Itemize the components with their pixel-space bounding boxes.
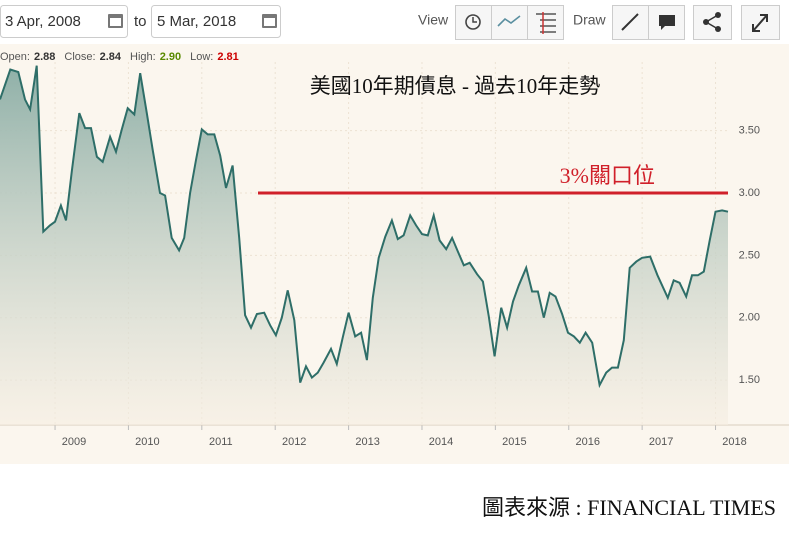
line — [0, 65, 729, 389]
source-note: 圖表來源 : FINANCIAL TIMES — [482, 495, 776, 520]
share-button[interactable] — [693, 5, 732, 40]
view-label: View — [418, 12, 449, 28]
list-icon — [536, 13, 556, 33]
calendar-icon[interactable] — [108, 14, 123, 28]
expand-icon — [752, 14, 768, 32]
to-label: to — [134, 13, 147, 30]
open-label: Open: — [0, 51, 30, 63]
line-icon — [497, 15, 521, 27]
comment-icon — [659, 15, 675, 30]
low-label: Low: — [190, 51, 213, 63]
y-tick-label: 2.00 — [739, 312, 760, 324]
x-tick-label: 2011 — [209, 436, 233, 448]
start-date: 3 Apr, 2008 — [5, 13, 81, 30]
area — [0, 65, 728, 425]
y-tick-label: 3.00 — [739, 187, 760, 199]
close-label: Close: — [64, 51, 95, 63]
x-tick-label: 2014 — [429, 436, 453, 448]
x-tick-label: 2017 — [649, 436, 673, 448]
y-tick-label: 3.50 — [739, 125, 760, 137]
x-tick-label: 2009 — [62, 436, 86, 448]
clock-icon — [465, 14, 481, 30]
quote-line: Open: 2.88 Close: 2.84 High: 2.90 Low: 2.81 — [0, 51, 239, 63]
end-date: 5 Mar, 2018 — [157, 13, 236, 30]
high-label: High: — [130, 51, 156, 63]
x-tick-label: 2016 — [576, 436, 600, 448]
x-tick-label: 2013 — [355, 436, 379, 448]
y-tick-label: 2.50 — [739, 249, 760, 261]
start-date-input[interactable] — [0, 5, 128, 38]
y-tick-label: 1.50 — [739, 374, 760, 386]
indicator-button[interactable] — [527, 5, 564, 40]
x-tick-label: 2015 — [502, 436, 526, 448]
high-value: 2.90 — [160, 51, 181, 63]
draw-label: Draw — [573, 12, 607, 28]
low-value: 2.81 — [217, 51, 238, 63]
line-tool-icon — [621, 13, 639, 31]
x-tick-label: 2010 — [135, 436, 159, 448]
x-tick-label: 2018 — [722, 436, 746, 448]
reference-label: 3%關口位 — [560, 163, 655, 188]
chart-title: 美國10年期債息 - 過去10年走勢 — [310, 74, 601, 98]
x-tick-label: 2012 — [282, 436, 306, 448]
plot: 1.50 2.00 2.50 3.00 3.50 2009 2010 2011 2012 2013… — [0, 62, 789, 448]
share-icon — [703, 12, 721, 32]
close-value: 2.84 — [100, 51, 122, 63]
clock-hands — [472, 17, 477, 23]
open-value: 2.88 — [34, 51, 55, 63]
end-date-input[interactable] — [151, 5, 281, 38]
calendar-icon[interactable] — [262, 14, 277, 28]
